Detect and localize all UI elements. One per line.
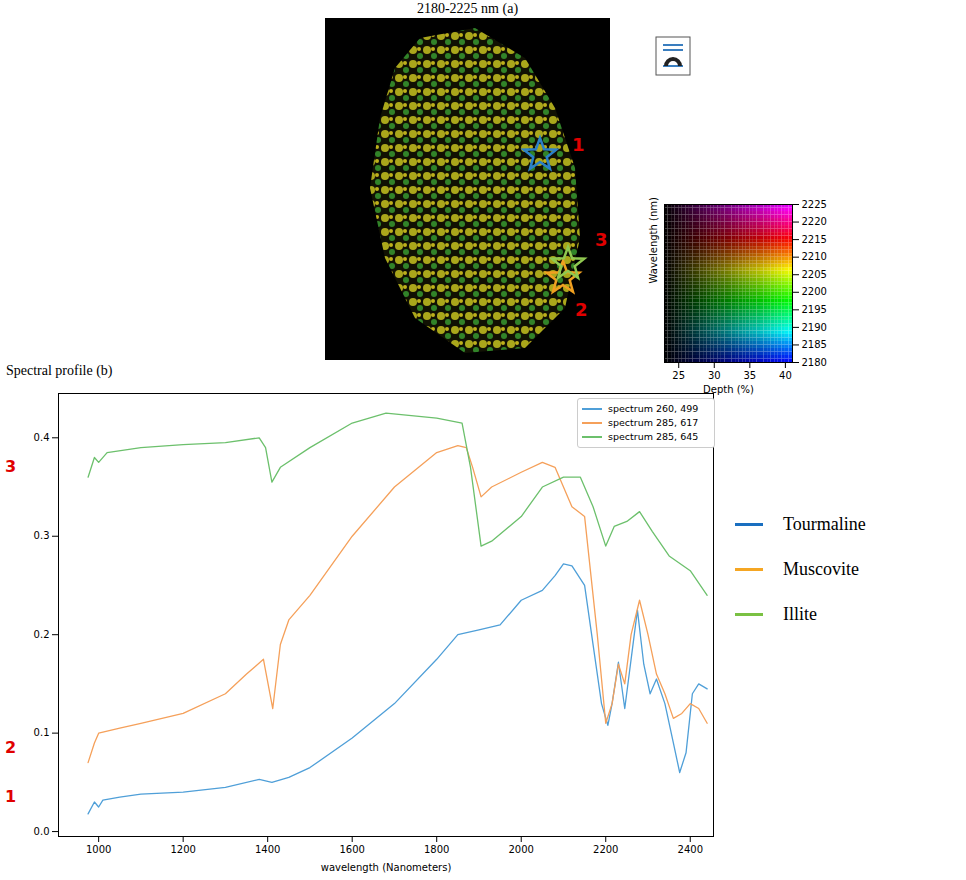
svg-text:2185: 2185 [802,339,827,350]
svg-text:2205: 2205 [802,269,827,280]
svg-text:1: 1 [5,787,16,806]
svg-text:30: 30 [708,370,721,381]
html-text:Spectral profile (b): Spectral profile (b) [6,363,113,378]
svg-text:0.3: 0.3 [34,530,50,541]
svg-text:2180: 2180 [802,357,827,368]
svg-text:2000: 2000 [508,844,533,855]
html-text:Illite: Illite [783,604,817,624]
svg-text:2190: 2190 [802,322,827,333]
svg-text:1600: 1600 [339,844,364,855]
html-text:Tourmaline: Tourmaline [783,514,866,534]
svg-text:25: 25 [672,370,685,381]
svg-text:40: 40 [779,370,792,381]
html-text:2180-2225 nm (a): 2180-2225 nm (a) [417,1,518,16]
svg-text:1000: 1000 [86,844,111,855]
svg-text:0.0: 0.0 [34,826,50,837]
svg-text:1800: 1800 [424,844,449,855]
svg-text:2220: 2220 [802,216,827,227]
svg-text:35: 35 [743,370,756,381]
svg-text:2400: 2400 [678,844,703,855]
svg-text:2210: 2210 [802,251,827,262]
svg-text:Wavelength (nm): Wavelength (nm) [648,197,659,283]
svg-text:2225: 2225 [802,199,827,210]
html-text:Muscovite: Muscovite [783,559,859,579]
svg-text:2: 2 [575,299,588,320]
svg-text:1: 1 [572,134,585,155]
svg-text:0.4: 0.4 [34,432,50,443]
svg-text:2: 2 [5,738,16,757]
svg-text:2195: 2195 [802,304,827,315]
svg-text:2215: 2215 [802,234,827,245]
svg-text:wavelength (Nanometers): wavelength (Nanometers) [321,862,452,873]
svg-text:1400: 1400 [255,844,280,855]
svg-text:3: 3 [595,229,608,250]
svg-text:2200: 2200 [593,844,618,855]
html-text:spectrum 285, 645: spectrum 285, 645 [608,431,699,442]
svg-text:Depth (%): Depth (%) [703,384,754,395]
svg-text:0.1: 0.1 [34,727,50,738]
svg-text:1200: 1200 [170,844,195,855]
html-text:spectrum 285, 617: spectrum 285, 617 [608,417,699,428]
svg-text:2200: 2200 [802,286,827,297]
html-text:spectrum 260, 499: spectrum 260, 499 [608,403,699,414]
svg-text:0.2: 0.2 [34,629,50,640]
svg-text:3: 3 [5,457,16,476]
